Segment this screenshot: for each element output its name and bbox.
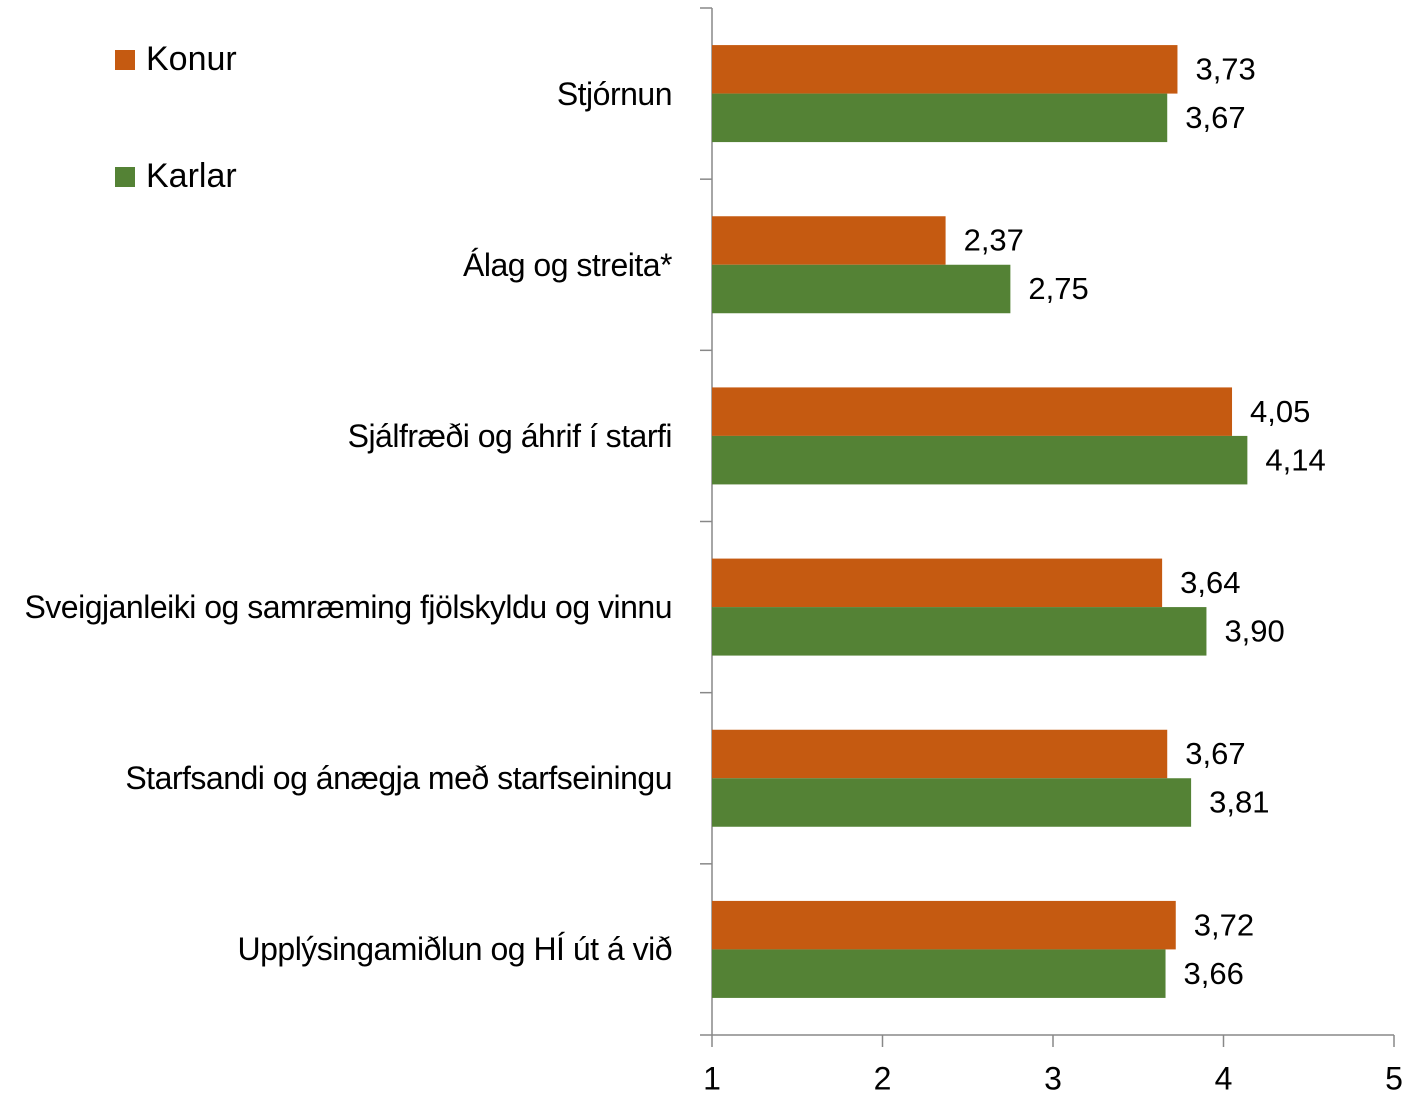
- x-tick-label: 4: [1215, 1060, 1233, 1095]
- bar: [712, 45, 1178, 94]
- value-label: 3,81: [1209, 785, 1269, 820]
- category-label-text: Álag og streita*: [462, 246, 673, 283]
- value-label: 3,64: [1180, 565, 1240, 600]
- category-label: Álag og streita*: [0, 179, 673, 350]
- bar: [712, 900, 1176, 950]
- x-tick-label: 1: [703, 1060, 721, 1095]
- category-label-text: Starfsandi og ánægja með starfseiningu: [125, 760, 672, 797]
- value-label: 2,37: [964, 223, 1024, 258]
- category-label: Sveigjanleiki og samræming fjölskyldu og…: [0, 522, 672, 693]
- value-label: 3,66: [1184, 956, 1244, 991]
- value-label: 4,14: [1265, 442, 1325, 477]
- category-label-text: Sveigjanleiki og samræming fjölskyldu og…: [24, 589, 672, 626]
- value-label: 3,72: [1194, 907, 1254, 942]
- bar: [712, 387, 1233, 436]
- value-label: 4,05: [1250, 394, 1310, 429]
- category-label-text: Upplýsingamiðlun og HÍ út á við: [237, 931, 672, 968]
- legend-label: Konur: [146, 40, 237, 78]
- bar: [712, 729, 1168, 779]
- value-label: 3,73: [1195, 52, 1255, 87]
- x-tick-label: 5: [1385, 1060, 1403, 1095]
- legend-swatch: [115, 50, 135, 70]
- value-label: 3,90: [1224, 614, 1284, 649]
- bar: [712, 435, 1248, 485]
- category-label: Sjálfræði og áhrif í starfi: [0, 350, 673, 521]
- bar: [712, 264, 1011, 314]
- value-label: 2,75: [1028, 271, 1088, 306]
- x-tick-label: 3: [1044, 1060, 1062, 1095]
- category-label-text: Sjálfræði og áhrif í starfi: [347, 417, 673, 454]
- bar: [712, 778, 1192, 827]
- legend-swatch: [115, 167, 135, 187]
- category-label: Stjórnun: [0, 8, 673, 179]
- bar: [712, 607, 1207, 656]
- category-label-text: Stjórnun: [556, 75, 673, 112]
- value-label: 3,67: [1185, 736, 1245, 771]
- legend-label: Karlar: [146, 157, 237, 195]
- bar: [712, 216, 946, 265]
- category-label: Upplýsingamiðlun og HÍ út á við: [0, 864, 672, 1035]
- bar: [712, 949, 1166, 998]
- bar: [712, 558, 1163, 608]
- bar: [712, 93, 1168, 143]
- category-label: Starfsandi og ánægja með starfseiningu: [0, 693, 672, 864]
- value-label: 3,67: [1185, 100, 1245, 135]
- x-tick-label: 2: [874, 1060, 892, 1095]
